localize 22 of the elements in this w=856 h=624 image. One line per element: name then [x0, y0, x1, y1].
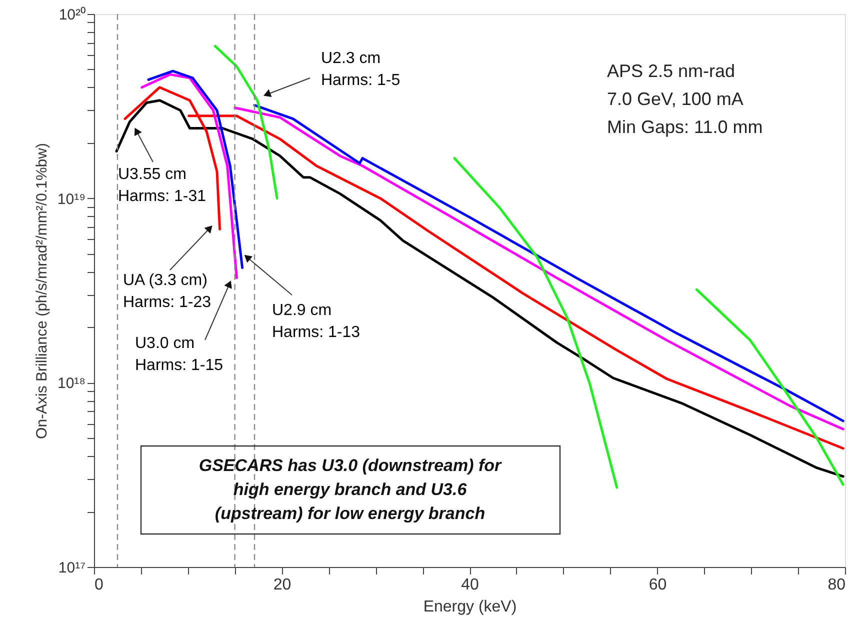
x-tick-label: 40 — [461, 576, 479, 594]
x-tick-label: 20 — [273, 576, 292, 594]
annotation: GSECARS has U3.0 (downstream) for — [198, 456, 503, 475]
annotation: Min Gaps: 11.0 mm — [607, 117, 763, 137]
text: U3.0 cm Harms: 1-15 — [135, 335, 224, 374]
text: U2.9 cm Harms: 1-13 — [272, 302, 360, 341]
annotation: APS 2.5 nm-rad — [607, 61, 736, 81]
annotation: high energy branch and U3.6 — [233, 480, 468, 499]
annotation: 7.0 GeV, 100 mA — [607, 89, 744, 109]
y-axis-title: On-Axis Brilliance (ph/s/mrad²/mm²/0.1%bw) — [33, 143, 50, 439]
y-tick-label: 10¹⁹ — [57, 190, 86, 208]
y-tick-label: 10¹⁸ — [57, 375, 86, 392]
x-tick-label: 0 — [94, 576, 104, 594]
x-axis-title: Energy (keV) — [423, 598, 517, 616]
x-tick-label: 60 — [648, 576, 667, 594]
series-label: U3.55 cm Harms: 1-31 — [118, 166, 206, 205]
text: U2.3 cm Harms: 1-5 — [321, 50, 400, 89]
y-tick-label: 10²⁰ — [58, 6, 86, 24]
x-tick-label: 80 — [828, 576, 846, 594]
y-tick-label: 10¹⁷ — [58, 560, 86, 576]
text: UA (3.3 cm) Harms: 1-23 — [123, 272, 212, 311]
annotation: (upstream) for low energy branch — [214, 504, 486, 523]
